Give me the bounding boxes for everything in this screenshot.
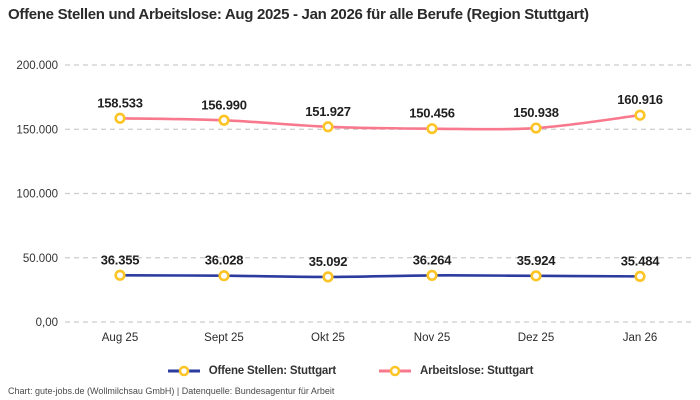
data-point-marker[interactable] (114, 112, 126, 124)
data-point-label: 160.916 (617, 92, 663, 107)
legend-label: Arbeitslose: Stuttgart (420, 365, 534, 377)
data-point-marker[interactable] (634, 109, 646, 121)
legend-swatch-line-icon (379, 365, 412, 377)
data-point-marker[interactable] (426, 123, 438, 135)
data-point-label: 150.938 (513, 105, 559, 120)
chart-footer: Chart: gute-jobs.de (Wollmilchsau GmbH) … (8, 386, 335, 396)
data-point-label: 36.355 (101, 252, 140, 267)
data-point-label: 36.264 (413, 252, 453, 267)
y-axis-tick-label: 100.000 (16, 189, 58, 201)
data-point-label: 35.484 (621, 253, 661, 268)
x-axis-tick-label: Aug 25 (102, 332, 138, 344)
y-axis-tick-label: 50.000 (23, 253, 58, 265)
y-axis-tick-label: 200.000 (16, 60, 58, 72)
series-line (118, 273, 642, 279)
data-point-label: 35.092 (309, 254, 348, 269)
legend-label: Offene Stellen: Stuttgart (208, 365, 337, 377)
x-axis-tick-label: Dez 25 (518, 332, 554, 344)
y-axis-tick-label: 150.000 (16, 124, 58, 136)
data-point-label: 151.927 (305, 104, 351, 119)
line-chart-plot-area: 0,00 50.000 100.000 150.000 200.000 Aug 25 Sep… (16, 60, 694, 344)
legend-item-offene-stellen[interactable]: Offene Stellen: Stuttgart (167, 365, 336, 377)
legend-swatch-line-icon (167, 365, 200, 377)
data-point-label: 158.533 (97, 95, 143, 110)
data-point-label: 36.028 (205, 253, 244, 268)
data-point-marker[interactable] (114, 269, 126, 281)
x-axis-tick-label: Jan 26 (623, 332, 658, 344)
x-axis-tick-label: Nov 25 (414, 332, 450, 344)
data-point-marker[interactable] (218, 114, 230, 126)
data-point-marker[interactable] (530, 270, 542, 282)
data-point-marker[interactable] (322, 271, 334, 283)
y-axis-tick-label: 0,00 (36, 317, 58, 329)
data-point-marker[interactable] (218, 270, 230, 282)
data-point-label: 150.456 (409, 106, 455, 121)
data-point-marker[interactable] (530, 122, 542, 134)
data-point-marker[interactable] (322, 121, 334, 133)
legend-item-arbeitslose[interactable]: Arbeitslose: Stuttgart (378, 365, 533, 377)
data-point-label: 156.990 (201, 97, 247, 112)
data-point-label: 35.924 (517, 253, 557, 268)
chart-title: Offene Stellen und Arbeitslose: Aug 2025… (8, 6, 589, 23)
data-point-marker[interactable] (634, 270, 646, 283)
data-point-marker[interactable] (426, 269, 438, 282)
x-axis-tick-label: Okt 25 (311, 332, 345, 344)
series-line (118, 113, 642, 131)
chart-legend: Offene Stellen: Stuttgart Arbeitslose: S… (0, 360, 700, 382)
x-axis-tick-label: Sept 25 (204, 332, 244, 344)
